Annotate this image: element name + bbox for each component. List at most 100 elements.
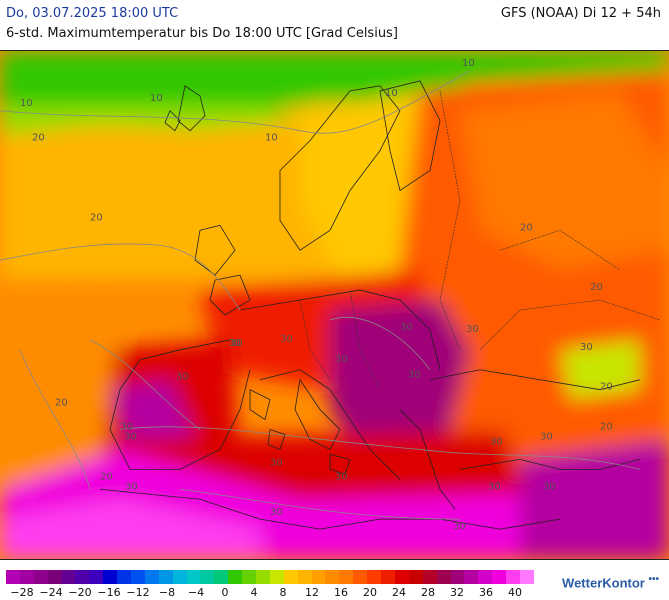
contour-label: 30 <box>490 436 503 447</box>
scale-tick: 32 <box>450 586 464 599</box>
scale-swatch <box>450 570 465 584</box>
scale-swatch <box>478 570 493 584</box>
contour-label: 30 <box>125 481 138 492</box>
contour-label: 10 <box>150 93 163 104</box>
scale-tick: 16 <box>334 586 348 599</box>
map-subtitle: 6-std. Maximumtemperatur bis Do 18:00 UT… <box>6 26 398 41</box>
scale-swatch <box>464 570 479 584</box>
scale-tick: 36 <box>479 586 493 599</box>
scale-swatch <box>103 570 118 584</box>
scale-tick: −12 <box>126 586 150 599</box>
contour-label: 30 <box>580 342 593 353</box>
scale-swatch <box>6 570 20 584</box>
scale-swatch <box>186 570 201 584</box>
scale-swatch <box>144 570 159 584</box>
scale-tick: 20 <box>363 586 377 599</box>
contour-label: 30 <box>124 431 137 442</box>
scale-swatch <box>506 570 520 584</box>
contour-label: 20 <box>590 282 603 293</box>
scale-tick: −8 <box>158 586 176 599</box>
scale-tick: 24 <box>392 586 406 599</box>
contour-label: 20 <box>100 471 113 482</box>
scale-tick: 40 <box>508 586 522 599</box>
contour-label: 30 <box>408 370 421 381</box>
contour-label: 30 <box>335 471 348 482</box>
contour-label: 20 <box>90 212 103 223</box>
scale-swatch <box>269 570 284 584</box>
scale-tick: 8 <box>279 586 287 599</box>
model-run: GFS (NOAA) Di 12 + 54h <box>500 6 661 21</box>
scale-swatch <box>394 570 409 584</box>
contour-label: 30 <box>400 322 413 333</box>
temperature-field <box>0 51 669 559</box>
scale-swatch <box>158 570 173 584</box>
scale-swatch <box>325 570 340 584</box>
contour-label: 30 <box>120 422 133 433</box>
contour-label: 30 <box>466 324 479 335</box>
scale-tick: −28 <box>10 586 34 599</box>
scale-swatch <box>367 570 382 584</box>
logo-dots-icon: ••• <box>648 574 659 585</box>
contour-label: 30 <box>543 481 556 492</box>
scale-swatch <box>492 570 507 584</box>
contour-label: 20 <box>32 133 45 144</box>
scale-swatch <box>47 570 62 584</box>
valid-time: Do, 03.07.2025 18:00 UTC <box>6 6 179 21</box>
contour-label: 20 <box>520 222 533 233</box>
contour-label: 10 <box>462 58 475 69</box>
contour-label-group: 10 10 10 10 10 20 20 20 20 20 20 20 20 3… <box>20 58 613 532</box>
scale-tick: 28 <box>421 586 435 599</box>
contour-label: 30 <box>488 481 501 492</box>
scale-tick: −20 <box>68 586 92 599</box>
scale-swatch <box>339 570 354 584</box>
scale-swatch <box>19 570 34 584</box>
borders <box>299 90 661 390</box>
scale-swatch <box>297 570 312 584</box>
scale-swatch <box>61 570 76 584</box>
temperature-map: 10 10 10 10 10 20 20 20 20 20 20 20 20 3… <box>0 50 669 560</box>
scale-tick: 0 <box>221 586 229 599</box>
scale-tick: −16 <box>97 586 121 599</box>
contour-label: 30 <box>270 457 283 468</box>
contour-label: 30 <box>228 338 241 349</box>
scale-swatch <box>256 570 270 584</box>
contour-label: 30 <box>230 338 243 349</box>
contour-label: 30 <box>540 431 553 442</box>
contour-label: 30 <box>453 521 466 532</box>
scale-tick: 12 <box>305 586 319 599</box>
scale-swatch <box>311 570 326 584</box>
scale-ticks: −28 −24 −20 −16 −12 −8 −4 0 4 8 12 16 20… <box>0 586 560 600</box>
contour-label: 20 <box>55 398 68 409</box>
scale-tick: 4 <box>250 586 258 599</box>
scale-swatch <box>242 570 257 584</box>
scale-swatch <box>172 570 187 584</box>
scale-swatch <box>89 570 104 584</box>
scale-swatch <box>75 570 90 584</box>
contour-label: 10 <box>20 98 33 109</box>
coastlines <box>99 80 641 530</box>
contour-label: 10 <box>385 88 398 99</box>
scale-swatch <box>436 570 451 584</box>
contour-label: 30 <box>280 334 293 345</box>
contour-label: 30 <box>335 354 348 365</box>
color-scale <box>6 570 534 584</box>
scale-swatch <box>519 570 534 584</box>
scale-tick: −4 <box>187 586 205 599</box>
contour-label: 30 <box>176 372 189 383</box>
scale-swatch <box>131 570 145 584</box>
contour-label: 30 <box>270 507 283 518</box>
scale-swatch <box>228 570 243 584</box>
scale-swatch <box>353 570 368 584</box>
isolines <box>0 70 641 520</box>
scale-swatch <box>33 570 48 584</box>
wetterkontor-logo[interactable]: WetterKontor ••• <box>562 574 659 591</box>
contour-label: 20 <box>600 422 613 433</box>
contour-label: 10 <box>265 133 278 144</box>
scale-swatch <box>408 570 423 584</box>
scale-swatch <box>117 570 132 584</box>
scale-tick: −24 <box>39 586 63 599</box>
scale-swatch <box>422 570 437 584</box>
scale-swatch <box>381 570 395 584</box>
scale-swatch <box>200 570 215 584</box>
scale-swatch <box>283 570 298 584</box>
